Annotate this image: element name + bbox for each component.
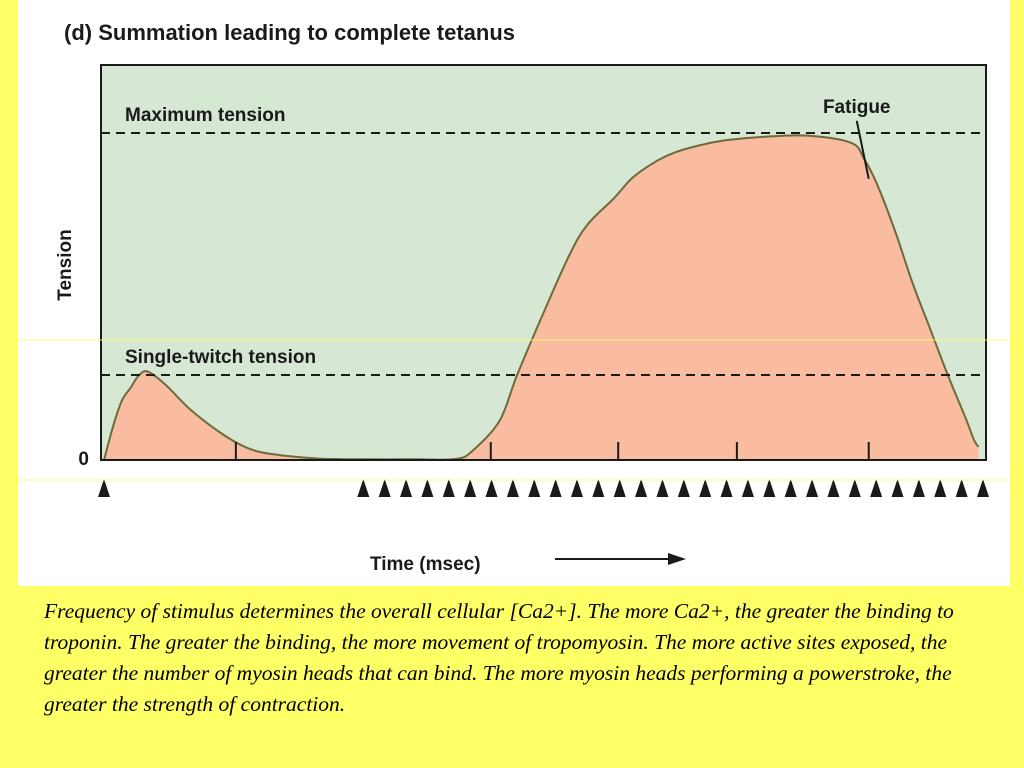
- stimulus-marker-3: [378, 479, 391, 497]
- stimulus-marker-15: [635, 479, 648, 497]
- chart-title: (d) Summation leading to complete tetanu…: [64, 20, 515, 45]
- stimulus-marker-22: [784, 479, 797, 497]
- reference-line-label-1: Maximum tension: [125, 105, 285, 126]
- stimulus-marker-27: [891, 479, 904, 497]
- stimulus-marker-25: [848, 479, 861, 497]
- stimulus-marker-10: [528, 479, 541, 497]
- tension-curve: [103, 134, 980, 461]
- y-tick-label-1: 0: [78, 449, 89, 470]
- stimulus-marker-26: [870, 479, 883, 497]
- stimulus-marker-18: [699, 479, 712, 497]
- stimulus-marker-29: [934, 479, 947, 497]
- stimulus-marker-5: [421, 479, 434, 497]
- tension-area-fill: [104, 135, 979, 461]
- stimulus-marker-16: [656, 479, 669, 497]
- stimulus-marker-17: [677, 479, 690, 497]
- stimulus-marker-8: [485, 479, 498, 497]
- figure-panel: (d) Summation leading to complete tetanu…: [18, 0, 1010, 586]
- stimulus-marker-21: [763, 479, 776, 497]
- stimulus-marker-24: [827, 479, 840, 497]
- stimulus-marker-30: [955, 479, 968, 497]
- y-axis-label: Tension: [55, 229, 76, 300]
- tetanus-chart: (d) Summation leading to complete tetanu…: [18, 20, 1010, 575]
- reference-line-label-2: Single-twitch tension: [125, 347, 316, 368]
- annotation-label-1: Fatigue: [823, 97, 891, 118]
- x-axis-label: Time (msec): [370, 554, 481, 575]
- stimulus-marker-14: [613, 479, 626, 497]
- stimulus-marker-4: [400, 479, 413, 497]
- stimulus-marker-31: [977, 479, 989, 497]
- stimulus-marker-2: [357, 479, 370, 497]
- stimulus-marker-1: [98, 479, 110, 497]
- stimulus-marker-7: [464, 479, 477, 497]
- stimulus-marker-9: [506, 479, 519, 497]
- stimulus-marker-12: [570, 479, 583, 497]
- caption-text: Frequency of stimulus determines the ove…: [44, 599, 954, 716]
- stimulus-marker-23: [806, 479, 819, 497]
- stimulus-marker-19: [720, 479, 733, 497]
- annotation-leader-1: [855, 120, 870, 179]
- stimulus-marker-28: [912, 479, 925, 497]
- stimulus-marker-6: [442, 479, 455, 497]
- stimulus-marker-11: [549, 479, 562, 497]
- time-arrow: [555, 553, 686, 565]
- stimulus-marker-20: [741, 479, 754, 497]
- stimulus-marker-13: [592, 479, 605, 497]
